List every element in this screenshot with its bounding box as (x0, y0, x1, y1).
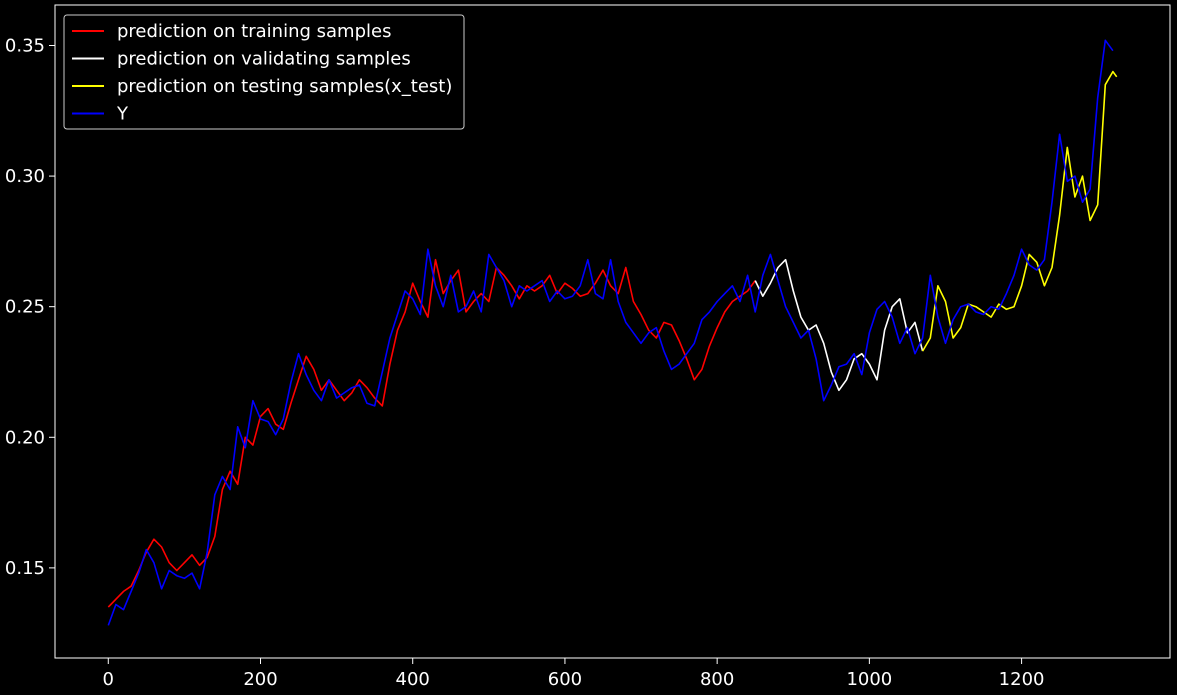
y-tick-label: 0.15 (5, 558, 45, 579)
x-tick-label: 1200 (999, 669, 1045, 690)
legend-label: prediction on validating samples (117, 49, 411, 70)
series-line-1 (754, 258, 924, 392)
x-tick-label: 800 (700, 669, 734, 690)
y-tick-label: 0.30 (5, 166, 45, 187)
legend-box (63, 14, 465, 130)
series-line-0 (107, 258, 756, 608)
legend: prediction on training samples prediction… (63, 14, 465, 130)
series-layer (107, 39, 1118, 626)
x-tick-label: 600 (548, 669, 582, 690)
x-tick-label: 1000 (846, 669, 892, 690)
legend-label: Y (116, 104, 129, 125)
legend-label: prediction on training samples (117, 21, 391, 42)
axes: 0 200 400 600 800 1000 1200 0.15 0.20 0.25 0.30 0.3… (5, 4, 1171, 690)
x-tick-label: 0 (103, 669, 114, 690)
y-tick-label: 0.20 (5, 427, 45, 448)
plot-frame (54, 4, 1171, 659)
y-tick-label: 0.25 (5, 297, 45, 318)
x-tick-label: 200 (243, 669, 277, 690)
series-line-3 (107, 39, 1114, 626)
x-tick-label: 400 (396, 669, 430, 690)
y-tick-label: 0.35 (5, 35, 45, 56)
legend-label: prediction on testing samples(x_test) (117, 76, 452, 97)
series-line-2 (921, 70, 1118, 352)
